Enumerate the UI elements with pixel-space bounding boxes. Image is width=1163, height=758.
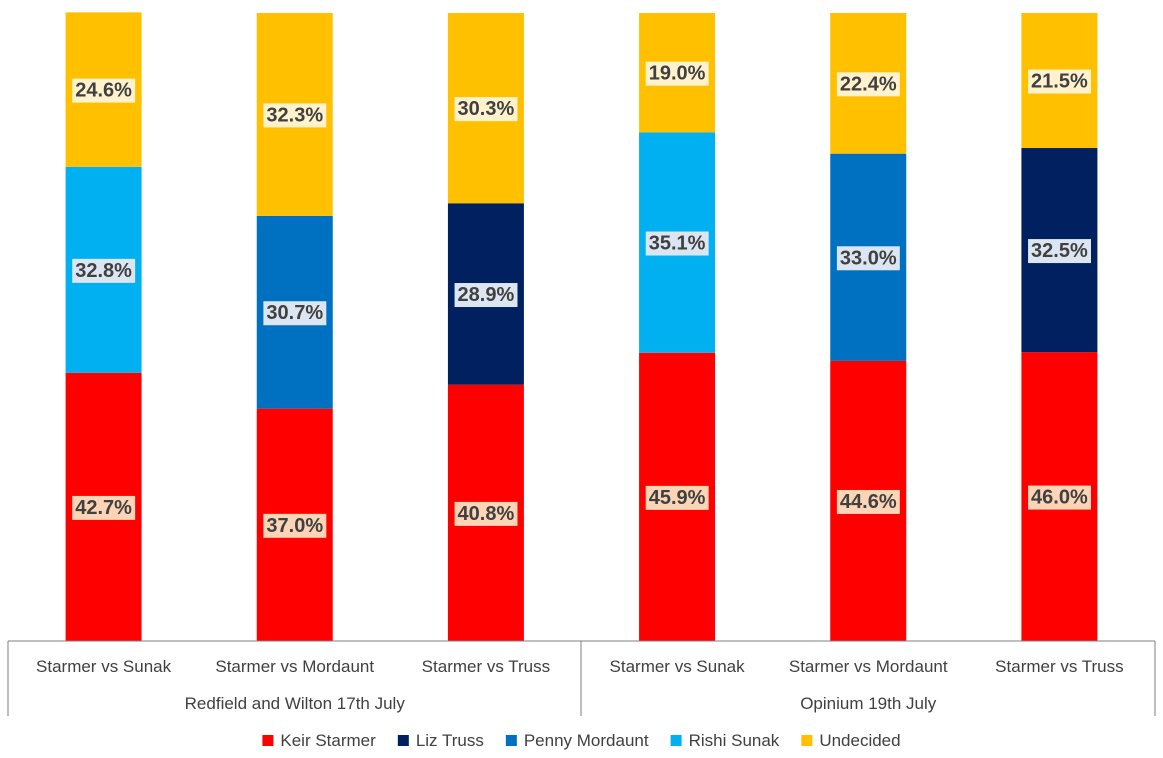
legend-label-liz-truss: Liz Truss <box>416 731 484 750</box>
legend-swatch-undecided <box>801 735 813 746</box>
data-label-bg-rishi-sunak-4 <box>645 231 709 256</box>
data-label-keir-starmer-5: 44.6% <box>840 491 897 513</box>
data-labels-layer: 42.7% 32.8% 24.6% 37.0% 30.7% 32.3% 40.8% 28.9%… <box>72 61 1091 538</box>
category-label-5: Starmer vs Mordaunt <box>789 657 948 676</box>
legend-label-keir-starmer: Keir Starmer <box>280 731 376 750</box>
data-label-undecided-4: 19.0% <box>649 63 706 85</box>
data-label-bg-liz-truss-3 <box>454 283 518 308</box>
data-label-bg-keir-starmer-5 <box>836 489 900 514</box>
data-label-undecided-6: 21.5% <box>1031 71 1088 93</box>
group-labels: Redfield and Wilton 17th July Opinium 19t… <box>185 694 937 713</box>
data-label-bg-keir-starmer-1 <box>72 495 136 520</box>
category-label-6: Starmer vs Truss <box>995 657 1123 676</box>
category-label-1: Starmer vs Sunak <box>36 657 172 676</box>
legend: Keir Starmer Liz Truss Penny Mordaunt Rishi… <box>262 731 901 750</box>
data-label-bg-undecided-3 <box>454 97 518 122</box>
data-label-undecided-5: 22.4% <box>840 73 897 95</box>
legend-swatch-rishi-sunak <box>670 735 682 746</box>
data-label-bg-undecided-1 <box>72 78 136 103</box>
data-label-keir-starmer-6: 46.0% <box>1031 487 1088 509</box>
legend-swatch-penny-mordaunt <box>505 735 517 746</box>
data-label-bg-undecided-4 <box>645 61 709 86</box>
data-label-penny-mordaunt-5: 33.0% <box>840 247 897 269</box>
data-label-undecided-2: 32.3% <box>266 104 323 126</box>
data-label-bg-keir-starmer-3 <box>454 501 518 526</box>
data-label-bg-undecided-5 <box>836 72 900 97</box>
data-label-bg-keir-starmer-4 <box>645 485 709 510</box>
data-label-liz-truss-3: 28.9% <box>458 284 515 306</box>
category-label-4: Starmer vs Sunak <box>610 657 746 676</box>
data-label-bg-keir-starmer-2 <box>263 513 327 538</box>
data-label-bg-penny-mordaunt-2 <box>263 301 327 326</box>
data-label-rishi-sunak-4: 35.1% <box>649 233 706 255</box>
category-label-3: Starmer vs Truss <box>422 657 550 676</box>
data-label-keir-starmer-1: 42.7% <box>75 497 132 519</box>
legend-label-penny-mordaunt: Penny Mordaunt <box>524 731 649 750</box>
data-label-bg-keir-starmer-6 <box>1028 485 1091 510</box>
data-label-keir-starmer-2: 37.0% <box>266 515 323 537</box>
data-label-bg-rishi-sunak-1 <box>72 258 136 283</box>
data-label-bg-penny-mordaunt-5 <box>836 246 900 271</box>
legend-label-undecided: Undecided <box>819 731 900 750</box>
data-label-liz-truss-6: 32.5% <box>1031 240 1088 262</box>
data-label-penny-mordaunt-2: 30.7% <box>266 302 323 324</box>
legend-swatch-keir-starmer <box>262 735 274 746</box>
category-labels: Starmer vs Sunak Starmer vs Mordaunt Starm… <box>36 657 1124 676</box>
group-label-2: Opinium 19th July <box>800 694 937 713</box>
legend-swatch-liz-truss <box>397 735 409 746</box>
data-label-bg-undecided-2 <box>263 103 327 128</box>
data-label-bg-undecided-6 <box>1028 69 1091 94</box>
group-label-1: Redfield and Wilton 17th July <box>185 694 406 713</box>
legend-label-rishi-sunak: Rishi Sunak <box>689 731 780 750</box>
data-label-keir-starmer-4: 45.9% <box>649 487 706 509</box>
data-label-bg-liz-truss-6 <box>1028 239 1091 264</box>
category-label-2: Starmer vs Mordaunt <box>215 657 374 676</box>
category-axis <box>7 640 1156 716</box>
data-label-undecided-3: 30.3% <box>458 98 515 120</box>
data-label-rishi-sunak-1: 32.8% <box>75 260 132 282</box>
bars-layer <box>65 12 1098 641</box>
data-label-undecided-1: 24.6% <box>75 80 132 102</box>
data-label-keir-starmer-3: 40.8% <box>458 503 515 525</box>
